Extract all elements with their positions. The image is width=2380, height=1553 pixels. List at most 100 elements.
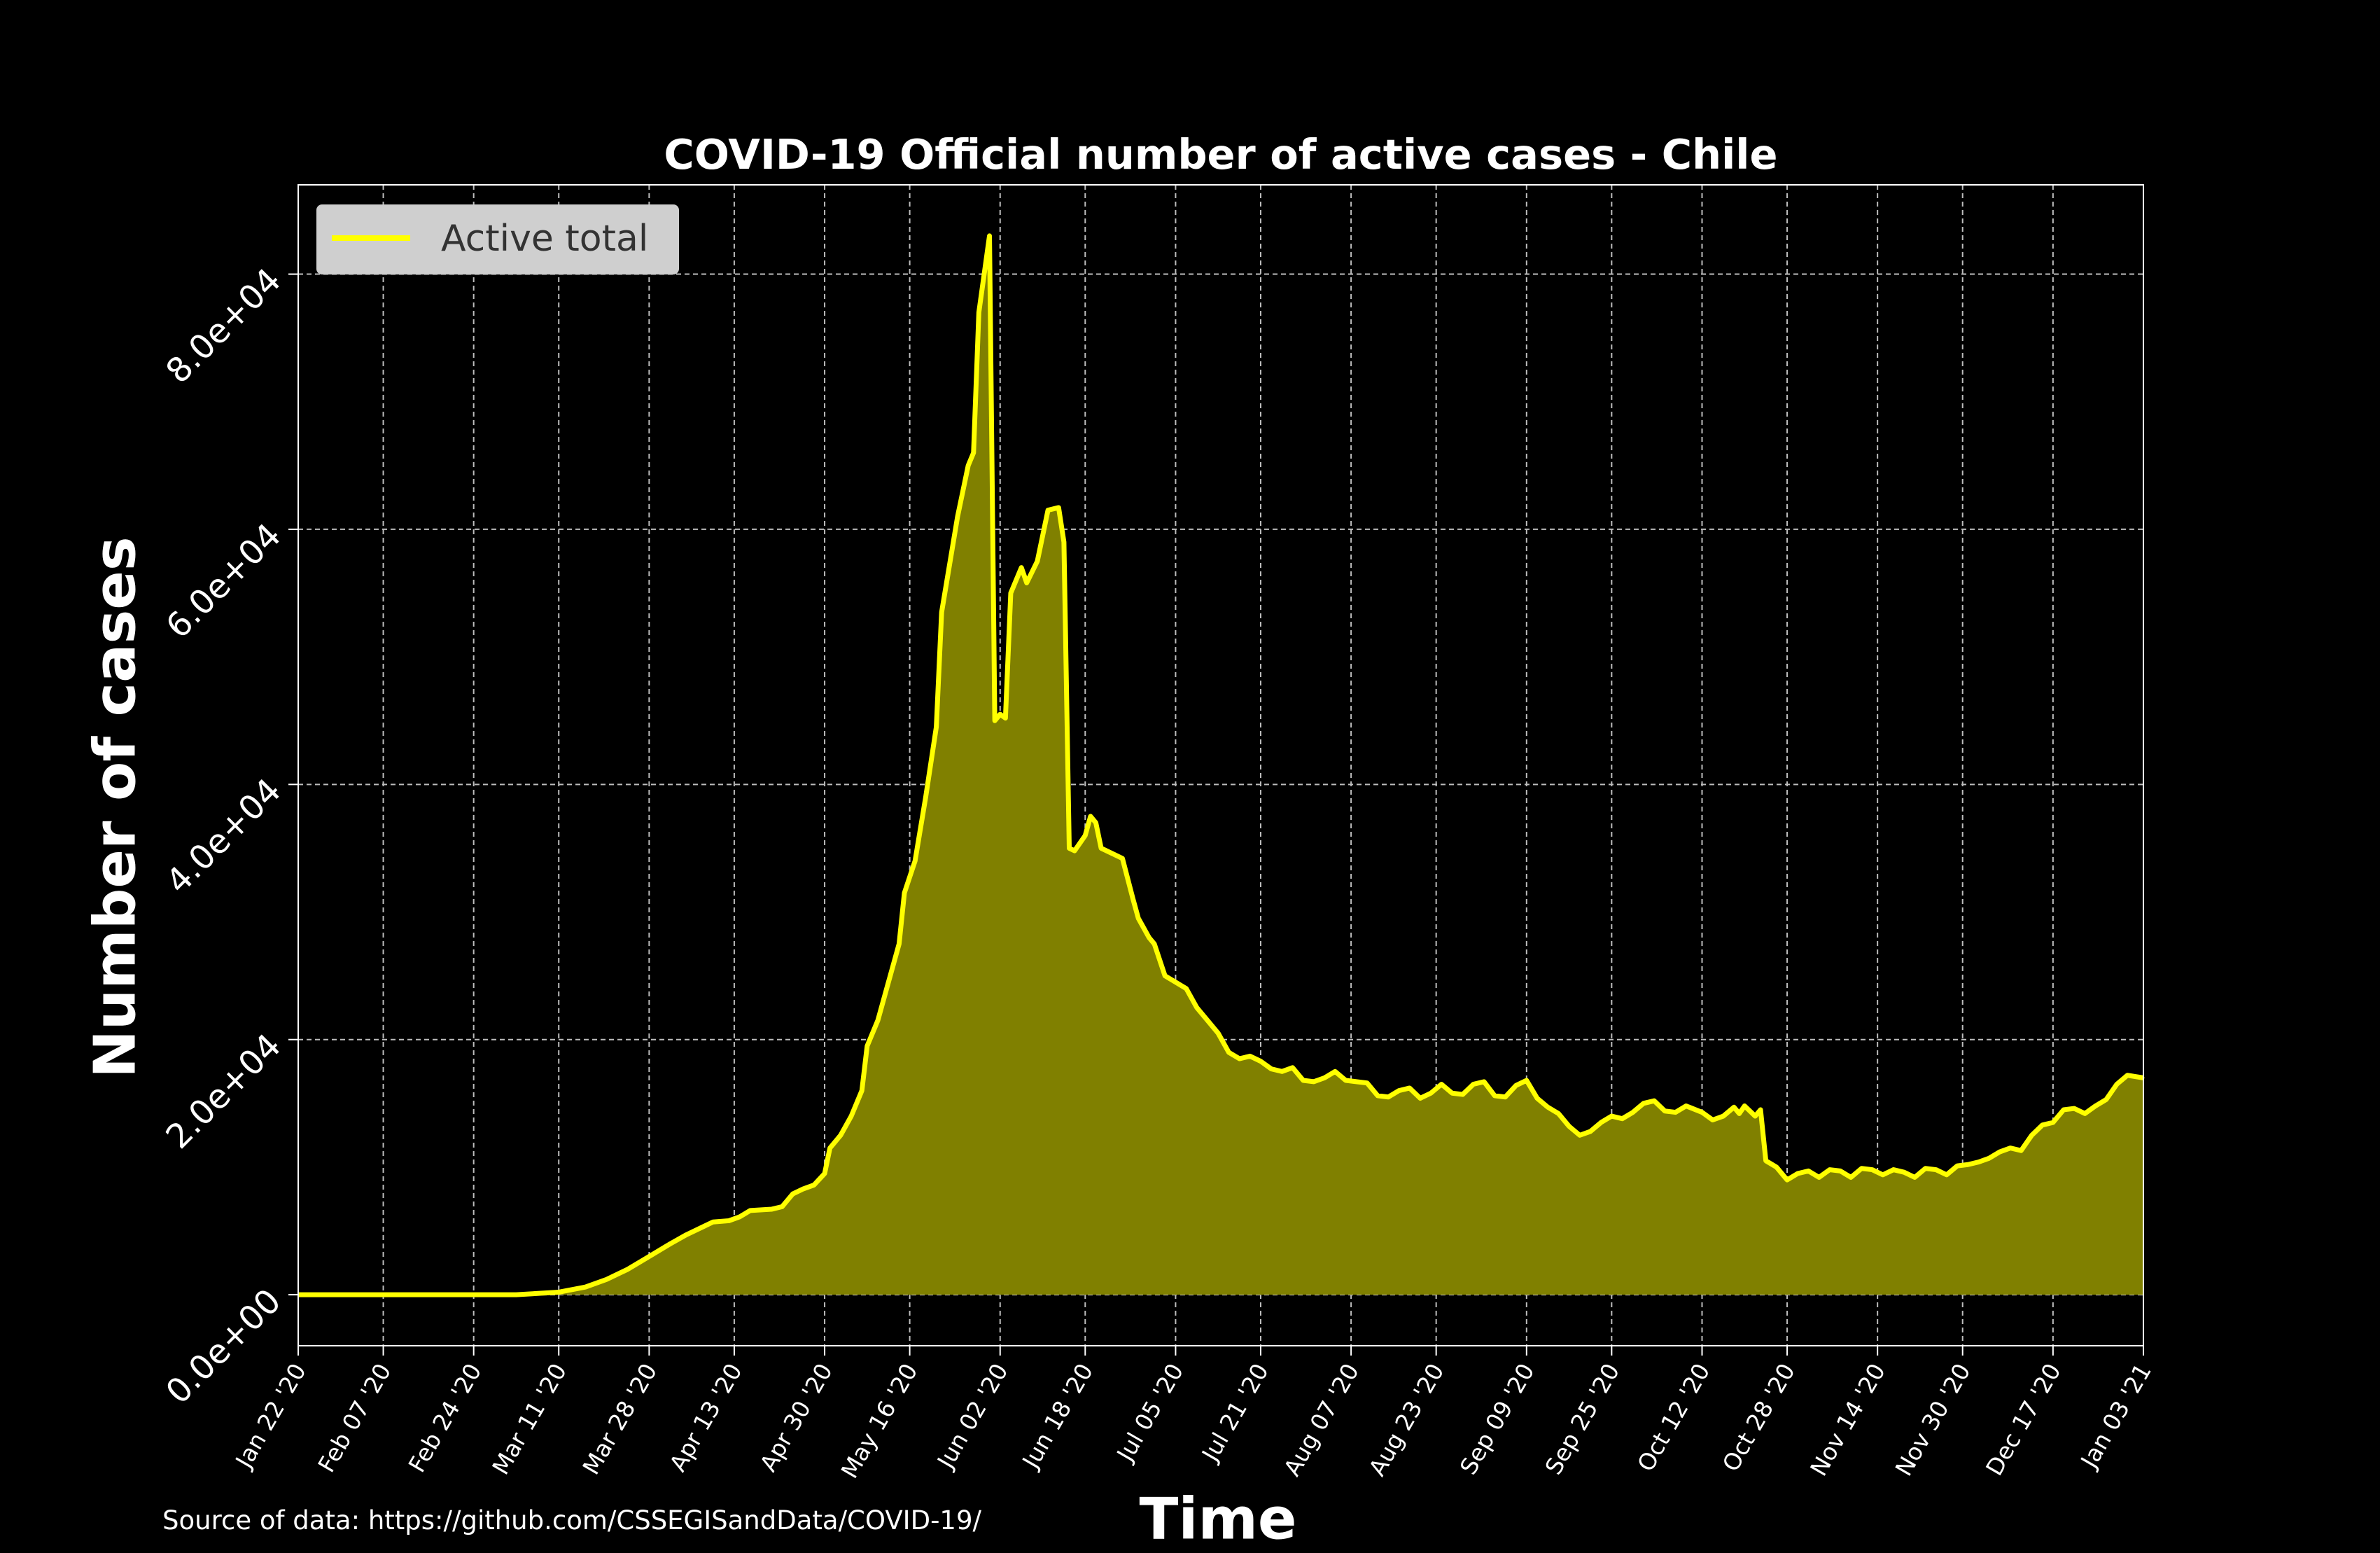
- data-point: [1110, 852, 1113, 855]
- data-point: [1302, 1079, 1305, 1082]
- data-point: [2115, 1082, 2118, 1085]
- x-tick-label: May 16 '20: [836, 1359, 923, 1483]
- data-point: [1345, 1079, 1348, 1082]
- data-point: [1945, 1174, 1948, 1176]
- data-point: [1642, 1102, 1645, 1105]
- data-point: [1796, 1172, 1799, 1175]
- data-point: [2052, 1121, 2054, 1124]
- data-point: [1483, 1080, 1485, 1083]
- data-point: [1196, 1006, 1198, 1009]
- chart-title: COVID-19 Official number of active cases…: [664, 130, 1778, 179]
- data-point: [839, 1134, 842, 1136]
- data-point: [1270, 1068, 1273, 1071]
- data-point: [606, 1278, 608, 1281]
- x-tick-label: Jun 02 '20: [931, 1359, 1014, 1475]
- data-point: [850, 1115, 853, 1117]
- data-point: [669, 1242, 672, 1245]
- data-point: [1935, 1169, 1938, 1171]
- data-point: [648, 1255, 650, 1258]
- data-point: [1759, 1108, 1762, 1111]
- x-tick-label: Sep 09 '20: [1455, 1359, 1540, 1479]
- x-tick-label: Mar 28 '20: [577, 1359, 662, 1479]
- data-point: [738, 1216, 741, 1218]
- data-point: [1026, 581, 1028, 584]
- x-tick-label: Oct 28 '20: [1717, 1359, 1800, 1477]
- data-point: [2083, 1112, 2086, 1115]
- data-point: [1738, 1112, 1741, 1115]
- y-tick-label: 2.0e+04: [158, 1026, 288, 1157]
- data-point: [1004, 717, 1007, 720]
- data-point: [1632, 1111, 1634, 1114]
- data-point: [1206, 1019, 1209, 1022]
- data-point: [972, 452, 975, 454]
- data-point: [1956, 1164, 1959, 1167]
- data-point: [1765, 1159, 1768, 1162]
- data-point: [876, 1019, 879, 1022]
- data-point: [1913, 1176, 1916, 1178]
- data-point: [977, 311, 980, 314]
- data-point: [1685, 1104, 1688, 1107]
- data-point: [1366, 1082, 1368, 1085]
- data-point: [701, 1226, 704, 1229]
- data-point: [1977, 1161, 1980, 1164]
- data-point: [1408, 1087, 1411, 1089]
- x-tick-label: Jan 22 '20: [230, 1359, 312, 1474]
- data-point: [956, 515, 959, 518]
- data-point: [626, 1268, 629, 1271]
- data-point: [2105, 1098, 2108, 1101]
- data-point: [897, 942, 900, 945]
- series-area-active-total: [298, 235, 2143, 1295]
- data-point: [1663, 1110, 1666, 1113]
- data-point: [1068, 847, 1070, 849]
- data-point: [802, 1188, 805, 1190]
- data-point: [1009, 592, 1012, 594]
- data-point: [2126, 1074, 2129, 1077]
- data-point: [1073, 849, 1076, 852]
- data-point: [1376, 1094, 1379, 1097]
- data-point: [712, 1220, 715, 1223]
- data-point: [1153, 942, 1156, 945]
- data-point: [2041, 1124, 2044, 1127]
- data-point: [557, 1290, 560, 1293]
- data-point: [829, 1147, 832, 1150]
- data-point: [951, 547, 953, 550]
- data-point: [2062, 1108, 2065, 1111]
- data-point: [1504, 1096, 1506, 1099]
- data-point: [1674, 1111, 1677, 1114]
- data-point: [1621, 1117, 1624, 1120]
- data-point: [1397, 1089, 1400, 1092]
- x-tick-label: Apr 30 '20: [755, 1359, 838, 1477]
- data-point: [2019, 1149, 2022, 1152]
- data-point: [1020, 566, 1023, 569]
- x-tick-label: Aug 07 '20: [1278, 1359, 1364, 1481]
- data-point: [2073, 1107, 2076, 1110]
- data-point: [1292, 1066, 1294, 1069]
- data-point: [1600, 1121, 1602, 1124]
- x-tick-label: Jul 21 '20: [1196, 1359, 1274, 1467]
- data-point: [999, 713, 1002, 716]
- data-point: [1462, 1093, 1464, 1096]
- data-point: [1323, 1076, 1326, 1079]
- x-tick-label: Nov 30 '20: [1890, 1359, 1976, 1481]
- data-point: [1871, 1169, 1874, 1171]
- x-tick-label: Jun 18 '20: [1016, 1359, 1099, 1475]
- x-tick-label: Mar 11 '20: [486, 1359, 572, 1479]
- data-point: [1924, 1167, 1927, 1170]
- x-tick-label: Aug 23 '20: [1364, 1359, 1450, 1481]
- data-point: [1163, 975, 1166, 977]
- data-point: [1525, 1079, 1528, 1082]
- data-point: [1700, 1111, 1703, 1114]
- data-point: [1775, 1166, 1778, 1169]
- x-tick-label: Feb 07 '20: [312, 1359, 396, 1477]
- data-point: [780, 1205, 783, 1208]
- y-tick-label: 4.0e+04: [158, 771, 288, 901]
- data-point: [1536, 1097, 1539, 1100]
- data-point: [1429, 1092, 1432, 1094]
- data-point: [1121, 857, 1124, 860]
- data-point: [584, 1286, 587, 1288]
- data-point: [924, 796, 927, 799]
- data-point: [1892, 1169, 1895, 1171]
- data-point: [1036, 559, 1039, 562]
- data-point: [1387, 1096, 1390, 1099]
